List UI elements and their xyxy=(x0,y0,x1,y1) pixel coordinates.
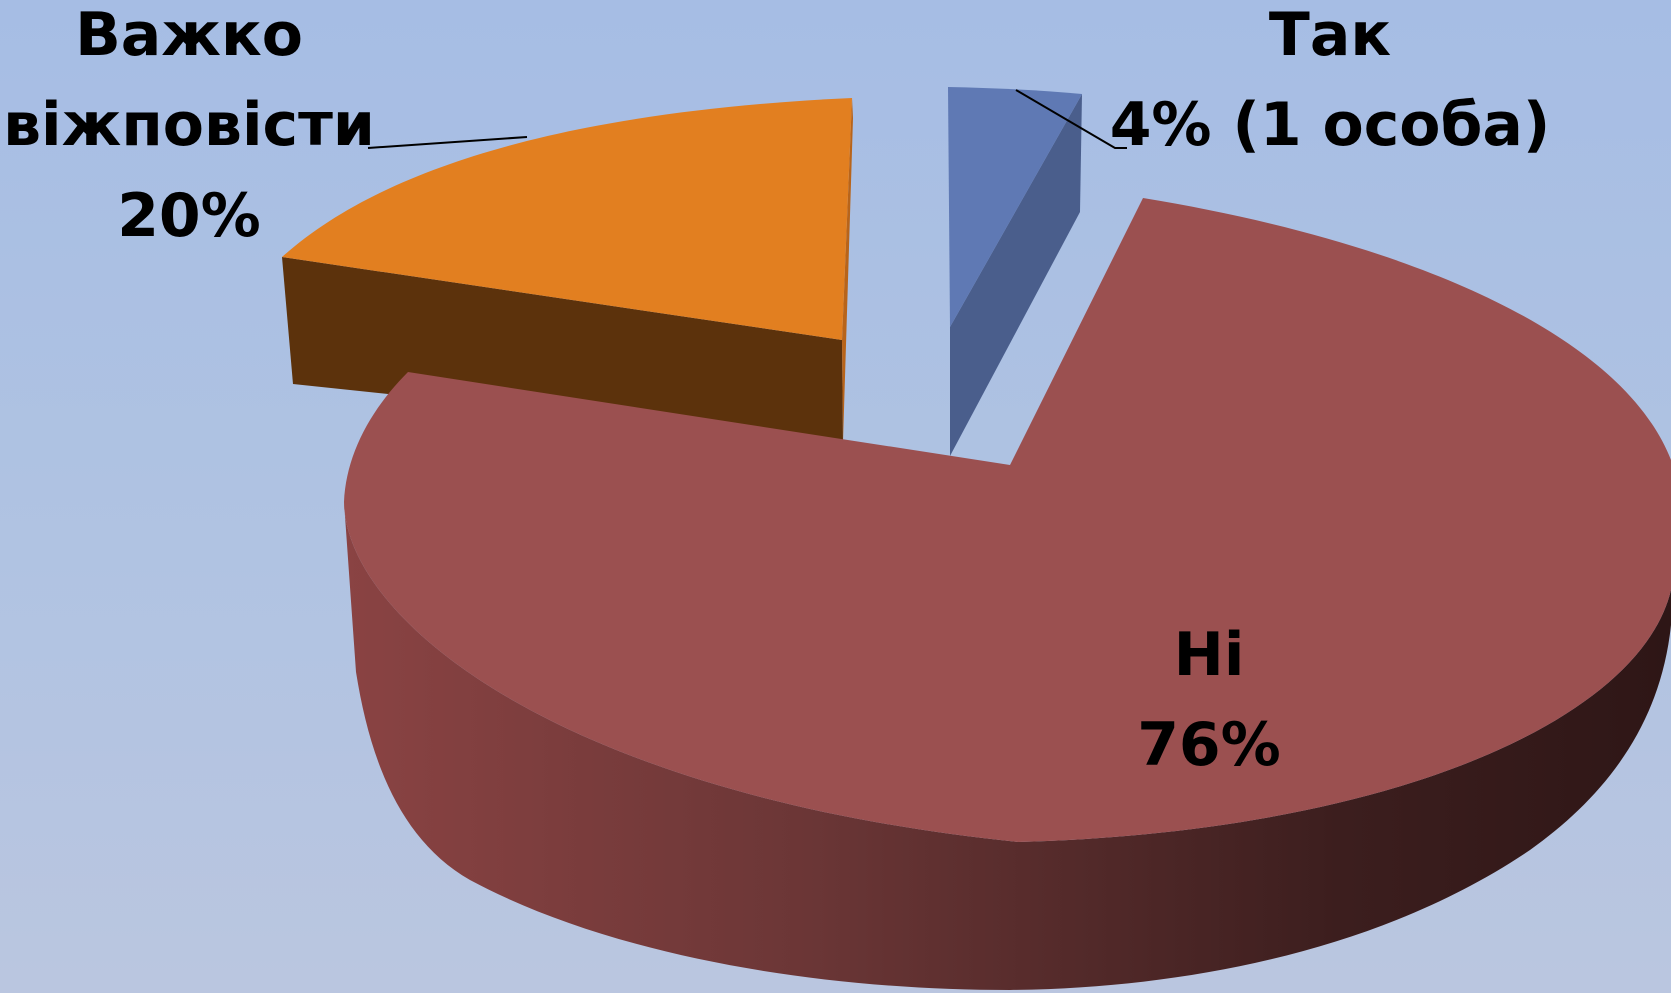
slice-no-top xyxy=(344,198,1671,842)
slice-no-side xyxy=(344,502,1671,990)
slice-yes xyxy=(948,87,1082,456)
label-no-value: 76% xyxy=(1137,710,1281,780)
label-hard-line2: віжповісти xyxy=(3,90,375,160)
label-no-category: Ні xyxy=(1174,620,1245,690)
label-hard-line1: Важко xyxy=(75,0,303,70)
slice-hard-top xyxy=(282,98,852,340)
slice-no xyxy=(344,198,1671,990)
leader-line-hard xyxy=(367,136,528,149)
label-hard-value: 20% xyxy=(117,181,261,251)
slice-yes-side xyxy=(950,94,1082,456)
label-yes-category: Так xyxy=(1269,0,1391,70)
slice-hard-edge xyxy=(842,98,853,442)
slice-yes-top xyxy=(948,87,1082,327)
label-yes-value: 4% (1 особа) xyxy=(1110,90,1551,160)
leader-line-yes xyxy=(1015,89,1127,149)
